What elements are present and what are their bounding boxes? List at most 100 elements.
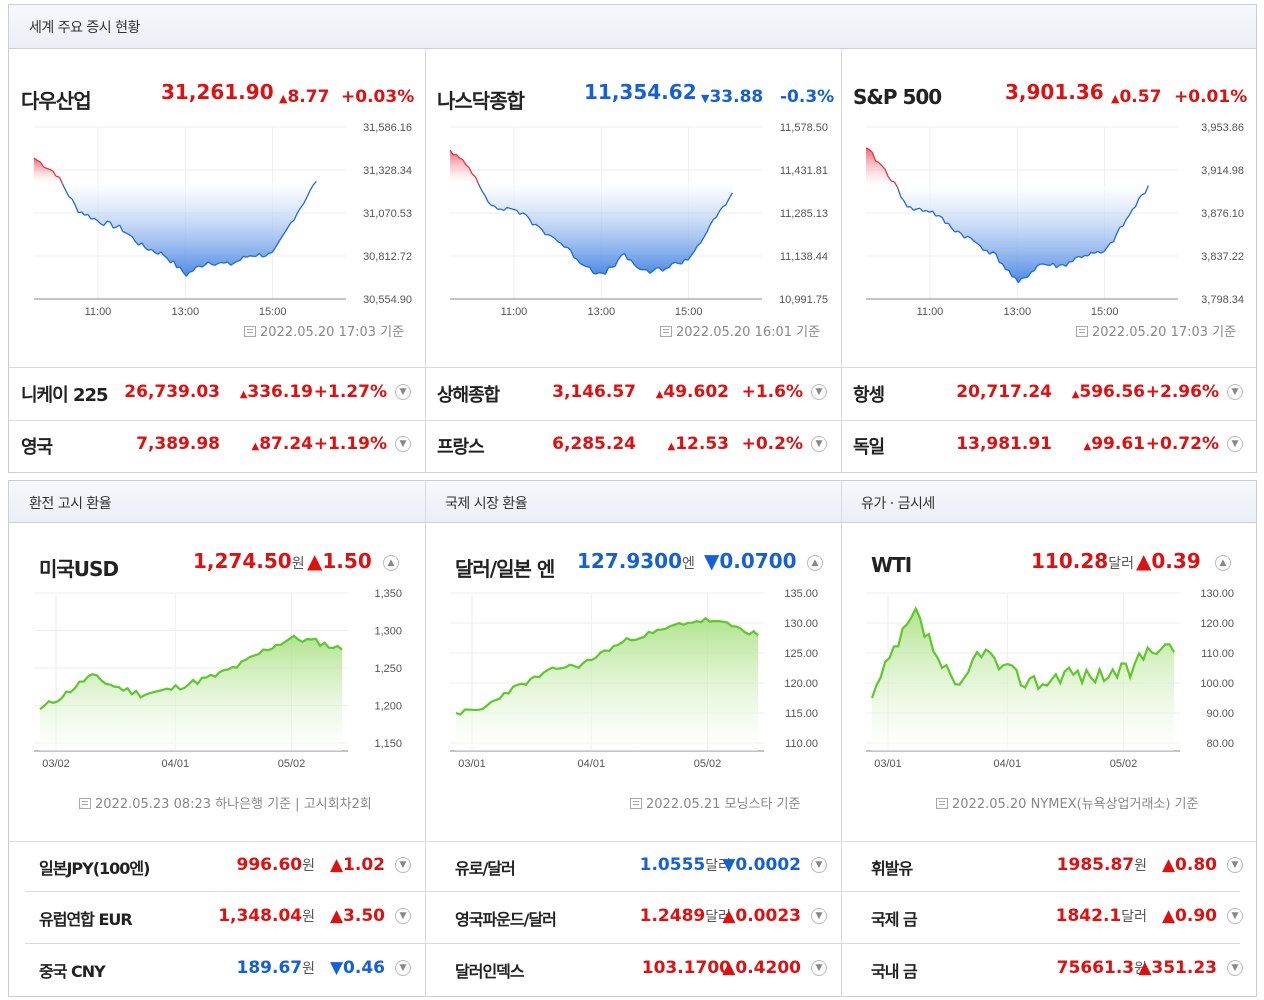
fx-row-name: 유럽연합 EUR: [39, 910, 133, 929]
expand-toggle-icon[interactable]: ▼: [811, 384, 827, 400]
y-tick-label: 3,953.86: [1201, 122, 1244, 134]
fx-row[interactable]: 달러인덱스 103.1700 ▲0.4200 ▼: [425, 944, 841, 992]
stock-card-sp500[interactable]: S&P 500 3,901.36 ▲0.57 +0.01% 3,953.86 3,…: [841, 5, 1256, 472]
stock-row[interactable]: 항셍 20,717.24 ▲596.56 +2.96% ▼: [841, 368, 1256, 416]
stock-row[interactable]: 니케이 225 26,739.03 ▲336.19 +1.27% ▼: [9, 368, 425, 416]
stock-row-pct: +0.72%: [1145, 434, 1219, 454]
x-tick-label: 05/02: [278, 758, 306, 770]
y-tick-label: 110.00: [1201, 648, 1234, 660]
x-tick-label: 03/01: [458, 758, 486, 770]
x-tick-label: 15:00: [259, 306, 287, 318]
expand-toggle-icon[interactable]: ▼: [395, 857, 411, 873]
stock-row-pct: +2.96%: [1145, 382, 1219, 402]
index-chart: 3,953.86 3,914.98 3,876.10 3,837.22 3,798.34…: [866, 121, 1246, 321]
x-tick-label: 03/01: [874, 758, 902, 770]
expand-toggle-icon[interactable]: ▼: [811, 436, 827, 452]
expand-toggle-icon[interactable]: ▼: [1227, 960, 1243, 976]
timestamp: 2022.05.20 NYMEX(뉴욕상업거래소) 기준: [936, 793, 1198, 812]
stock-card-dow[interactable]: 다우산업 31,261.90 ▲8.77 +0.03% 31,586.16 31,…: [9, 5, 425, 472]
y-tick-label: 3,914.98: [1201, 165, 1244, 177]
expand-toggle-icon[interactable]: ▼: [395, 384, 411, 400]
expand-toggle-icon[interactable]: ▼: [1227, 384, 1243, 400]
expand-toggle-icon[interactable]: ▼: [1227, 857, 1243, 873]
expand-toggle-icon[interactable]: ▼: [811, 857, 827, 873]
stock-row[interactable]: 프랑스 6,285.24 ▲12.53 +0.2% ▼: [425, 420, 841, 468]
index-chart: 11,578.50 11,431.81 11,285.13 11,138.44 10,9…: [450, 121, 830, 321]
y-tick-label: 10,991.75: [779, 294, 828, 306]
fx-card-usd[interactable]: 미국USD 1,274.50원 ▲1.50 ▲ 1,350 1,300 1,250 1…: [9, 481, 425, 996]
y-tick-label: 115.00: [785, 708, 818, 720]
stock-row-pct: +0.2%: [741, 434, 803, 454]
fx-change: ▼0.0700: [704, 549, 797, 573]
fx-row-value: 1.0555달러: [639, 855, 731, 875]
stock-card-nasdaq[interactable]: 나스닥종합 11,354.62 ▼33.88 -0.3% 11,578.50 11…: [425, 5, 841, 472]
fx-row[interactable]: 국제 금 1842.1달러 ▲0.90 ▼: [841, 892, 1256, 940]
expand-toggle-icon[interactable]: ▼: [395, 960, 411, 976]
fx-row-value: 1985.87원: [1056, 855, 1147, 875]
fx-row[interactable]: 국내 금 75661.3원 ▲351.23 ▼: [841, 944, 1256, 992]
y-tick-label: 11,431.81: [780, 165, 828, 177]
stock-row-value: 13,981.91: [956, 434, 1052, 454]
fx-row[interactable]: 휘발유 1985.87원 ▲0.80 ▼: [841, 841, 1256, 889]
y-tick-label: 80.00: [1206, 738, 1234, 750]
x-tick-label: 15:00: [675, 306, 703, 318]
fx-row-name: 달러인덱스: [455, 962, 525, 981]
chart-svg: 31,586.16 31,328.34 31,070.53 30,812.72 30,5…: [34, 122, 412, 318]
fx-row[interactable]: 중국 CNY 189.67원 ▼0.46 ▼: [9, 944, 425, 992]
collapse-toggle-icon[interactable]: ▲: [383, 555, 399, 571]
stock-row-change: ▲12.53: [667, 434, 729, 454]
expand-toggle-icon[interactable]: ▼: [395, 436, 411, 452]
y-tick-label: 1,150: [374, 738, 402, 750]
stock-row-value: 3,146.57: [552, 382, 636, 402]
fx-title-oil-gold[interactable]: 유가 · 금시세: [861, 496, 935, 512]
expand-toggle-icon[interactable]: ▼: [1227, 436, 1243, 452]
stock-row-value: 20,717.24: [956, 382, 1052, 402]
document-icon: [244, 326, 256, 337]
area-below-baseline: [34, 182, 317, 277]
expand-toggle-icon[interactable]: ▼: [811, 908, 827, 924]
series-line-up: [866, 147, 899, 189]
fx-row[interactable]: 영국파운드/달러 1.2489달러 ▲0.0023 ▼: [425, 892, 841, 940]
fx-row[interactable]: 유로/달러 1.0555달러 ▼0.0002 ▼: [425, 841, 841, 889]
index-pct: +0.01%: [1174, 87, 1248, 107]
stock-row[interactable]: 영국 7,389.98 ▲87.24 +1.19% ▼: [9, 420, 425, 468]
fx-row-change: ▲3.50: [329, 906, 385, 926]
fx-row-value: 189.67원: [236, 958, 316, 978]
area-fill: [872, 608, 1174, 751]
y-tick-label: 11,578.50: [780, 122, 828, 134]
expand-toggle-icon[interactable]: ▼: [1227, 908, 1243, 924]
index-name: S&P 500: [853, 85, 942, 109]
fx-row-value: 1.2489달러: [639, 906, 731, 926]
expand-toggle-icon[interactable]: ▼: [811, 960, 827, 976]
x-tick-label: 05/02: [1110, 758, 1138, 770]
fx-row-value: 103.1700: [641, 958, 731, 978]
stock-row[interactable]: 상해종합 3,146.57 ▲49.602 +1.6% ▼: [425, 368, 841, 416]
fx-card-jpy[interactable]: 달러/일본 엔 127.9300엔 ▼0.0700 ▲ 135.00 130.00…: [425, 481, 841, 996]
fx-name: 달러/일본 엔: [455, 557, 555, 581]
fx-card-wti[interactable]: WTI 110.28달러 ▲0.39 ▲ 130.00 120.00 110.00 1…: [841, 481, 1256, 996]
y-tick-label: 3,837.22: [1201, 251, 1244, 263]
series-line-up: [34, 157, 64, 185]
stock-row[interactable]: 독일 13,981.91 ▲99.61 +0.72% ▼: [841, 420, 1256, 468]
fx-row[interactable]: 일본JPY(100엔) 996.60원 ▲1.02 ▼: [9, 841, 425, 889]
fx-row-change: ▲0.90: [1161, 906, 1217, 926]
timestamp: 2022.05.20 17:03 기준: [244, 321, 404, 340]
y-tick-label: 130.00: [784, 618, 818, 630]
y-tick-label: 11,138.44: [780, 251, 828, 263]
fx-value: 110.28달러: [1031, 549, 1134, 573]
fx-row-name: 국제 금: [871, 910, 918, 929]
fx-value: 1,274.50원: [193, 549, 305, 573]
collapse-toggle-icon[interactable]: ▲: [1215, 555, 1231, 571]
chart-svg: 3,953.86 3,914.98 3,876.10 3,837.22 3,798.34…: [866, 122, 1244, 318]
expand-toggle-icon[interactable]: ▼: [395, 908, 411, 924]
stock-panel: 세계 주요 증시 현황 다우산업 31,261.90 ▲8.77 +0.03% …: [8, 4, 1257, 473]
fx-title-intl[interactable]: 국제 시장 환율: [445, 496, 528, 512]
fx-title-exchange[interactable]: 환전 고시 환율: [29, 496, 112, 512]
y-tick-label: 135.00: [784, 588, 818, 600]
index-value: 11,354.62: [584, 80, 697, 104]
index-chart: 31,586.16 31,328.34 31,070.53 30,812.72 30,5…: [34, 121, 414, 321]
collapse-toggle-icon[interactable]: ▲: [807, 555, 823, 571]
y-tick-label: 120.00: [1200, 618, 1234, 630]
fx-row-change: ▲0.0023: [722, 906, 801, 926]
fx-row[interactable]: 유럽연합 EUR 1,348.04원 ▲3.50 ▼: [9, 892, 425, 940]
